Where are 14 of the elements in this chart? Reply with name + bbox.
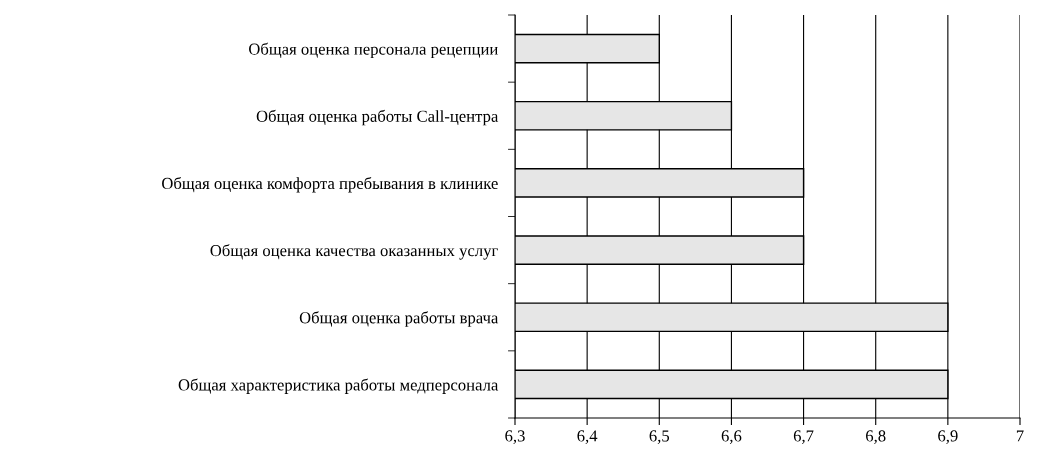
x-tick-label: 6,9 xyxy=(938,430,958,444)
y-tick-label: Общая оценка персонала рецепции xyxy=(249,42,498,59)
y-tick-label: Общая оценка работы врача xyxy=(299,311,499,327)
y-tick-label: Общая оценка работы Call-центра xyxy=(256,109,499,126)
y-tick-label: Общая характеристика работы медперсонала xyxy=(178,378,499,394)
x-tick-label: 6,5 xyxy=(649,430,670,444)
x-tick-label: 6,3 xyxy=(505,430,525,444)
x-tick-label: 6,8 xyxy=(866,430,886,444)
y-tick-label: Общая оценка качества оказанных услуг xyxy=(210,244,498,260)
x-tick-label: 7 xyxy=(1016,430,1024,442)
x-tick-label: 6,4 xyxy=(577,430,598,444)
x-tick-label: 6,7 xyxy=(793,430,814,444)
y-tick-label: Общая оценка комфорта пребывания в клинике xyxy=(162,176,498,193)
x-tick-label: 6,6 xyxy=(721,430,742,444)
